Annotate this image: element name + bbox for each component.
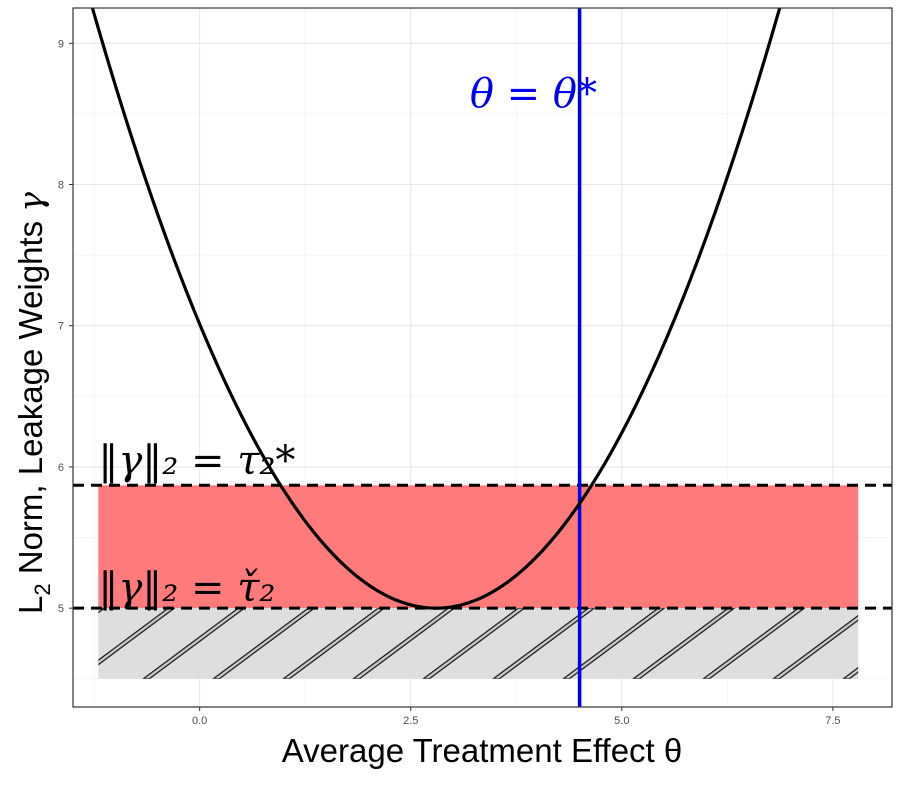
panel-border <box>72 7 893 708</box>
annotations: θ = θ* ‖γ‖₂ = τ₂* ‖γ‖₂ = τ̌₂ <box>98 71 597 611</box>
annotation-1: ‖γ‖₂ = τ₂* <box>98 438 295 484</box>
bands <box>98 485 859 679</box>
hatch-stripe <box>842 666 859 679</box>
x-tick-label: 7.5 <box>825 715 840 727</box>
y-tick-label: 8 <box>58 180 64 192</box>
y-axis-title-suffix: Norm, Leakage Weights <box>12 212 49 584</box>
band-feasible-region <box>98 485 859 609</box>
hatch-stripe <box>422 608 526 679</box>
hatch-stripe <box>632 608 736 679</box>
y-axis: 5 6 7 8 9 <box>58 38 73 615</box>
y-axis-title-symbol: γ <box>11 192 50 212</box>
series <box>90 8 782 610</box>
x-tick-label: 2.5 <box>403 715 418 727</box>
x-tick-label: 0.0 <box>192 715 207 727</box>
hatch-stripe <box>702 608 806 679</box>
band-infeasible-region <box>98 608 859 679</box>
y-axis-title-prefix: L <box>12 596 49 614</box>
x-axis-title: Average Treatment Effect θ <box>282 732 683 769</box>
hatch-stripe <box>492 608 596 679</box>
y-tick-label: 9 <box>58 38 64 50</box>
hatch-stripe <box>772 614 859 679</box>
hatch-stripe <box>98 608 106 614</box>
y-axis-title: L2 Norm, Leakage Weights γ <box>11 192 55 614</box>
y-axis-title-subscript: 2 <box>30 583 55 595</box>
annotation-2: ‖γ‖₂ = τ̌₂ <box>98 565 275 611</box>
hatch-stripe <box>282 608 386 679</box>
series-line <box>90 8 782 610</box>
reference-lines <box>73 8 892 707</box>
hatch-stripe <box>562 608 666 679</box>
hatch-group <box>98 608 859 679</box>
x-axis: 0.0 2.5 5.0 7.5 <box>192 707 841 727</box>
y-tick-label: 5 <box>58 603 64 615</box>
hatch-stripe <box>98 608 176 666</box>
y-tick-label: 7 <box>58 321 64 333</box>
hatch-stripe <box>212 608 316 679</box>
hatch-stripe <box>142 608 246 679</box>
hatch-stripe <box>352 608 456 679</box>
y-tick-label: 6 <box>58 462 64 474</box>
x-tick-label: 5.0 <box>614 715 629 727</box>
annotation-0: θ = θ* <box>470 71 597 117</box>
